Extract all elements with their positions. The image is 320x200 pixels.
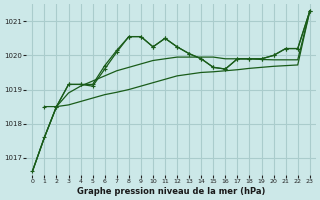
X-axis label: Graphe pression niveau de la mer (hPa): Graphe pression niveau de la mer (hPa)	[77, 187, 265, 196]
